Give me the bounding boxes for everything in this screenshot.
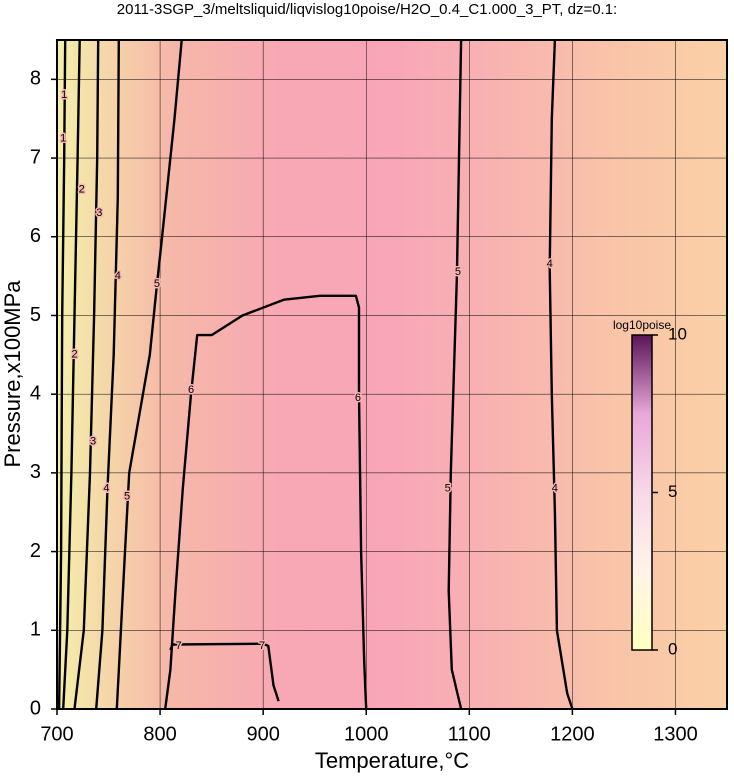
contour-label: 4 (115, 270, 121, 282)
contour-line (447, 40, 463, 709)
contour-line (73, 40, 100, 709)
plot-frame (56, 39, 728, 710)
contour-line (169, 642, 280, 702)
contour-label: 6 (355, 392, 361, 404)
y-tick-label: 7 (30, 146, 41, 168)
x-tick-label: 900 (246, 723, 279, 745)
contour-label: 3 (96, 207, 102, 219)
colorbar: log10poise 0 5 10 (613, 318, 687, 658)
contour-line (164, 294, 368, 709)
grid (56, 40, 727, 710)
colorbar-tick-label: 0 (668, 639, 677, 658)
colorbar-tick-label: 10 (668, 324, 687, 343)
contour-label: 6 (188, 384, 194, 396)
contour-label: 2 (79, 183, 85, 195)
contour-label: 1 (60, 132, 66, 144)
contour-label: 1 (61, 89, 67, 101)
y-tick-label: 2 (30, 540, 41, 562)
contour-line (95, 40, 120, 709)
contour-label: 5 (154, 278, 160, 290)
y-tick-label: 4 (30, 382, 41, 404)
contour-label: 4 (552, 483, 558, 495)
y-tick-label: 1 (30, 619, 41, 641)
x-tick-label: 800 (143, 723, 176, 745)
contour-label: 2 (71, 349, 77, 361)
chart-title: 2011-3SGP_3/meltsliquid/liqvislog10poise… (117, 1, 617, 18)
x-tick-label: 1000 (344, 723, 389, 745)
contour-line (548, 40, 574, 709)
y-tick-label: 8 (30, 68, 41, 90)
colorbar-label: log10poise (613, 318, 671, 332)
contour-line (57, 40, 67, 709)
y-tick-label: 0 (30, 697, 41, 719)
contour-label: 5 (124, 490, 130, 502)
x-tick-label: 1100 (448, 723, 491, 745)
contour-label: 7 (176, 640, 182, 652)
contour-label: 3 (90, 435, 96, 447)
contour-label: 4 (103, 483, 109, 495)
y-axis-label: Pressure,x100MPa (0, 280, 25, 468)
x-tick-label: 1200 (550, 723, 595, 745)
y-tick-label: 6 (30, 225, 41, 247)
contour-label: 5 (445, 483, 451, 495)
x-tick-label: 700 (40, 723, 73, 745)
contour-label: 5 (455, 266, 461, 278)
contour-line (62, 40, 81, 709)
y-tick-label: 5 (30, 304, 41, 326)
plot-background (57, 40, 727, 709)
x-axis-label: Temperature,°C (315, 748, 469, 773)
y-tick-label: 3 (30, 461, 41, 483)
contour-line (115, 40, 183, 709)
colorbar-scale (631, 334, 653, 651)
colorbar-tick-label: 5 (668, 482, 677, 501)
contour-label: 7 (259, 640, 265, 652)
contour-label: 4 (547, 258, 553, 270)
x-tick-label: 1300 (653, 723, 698, 745)
